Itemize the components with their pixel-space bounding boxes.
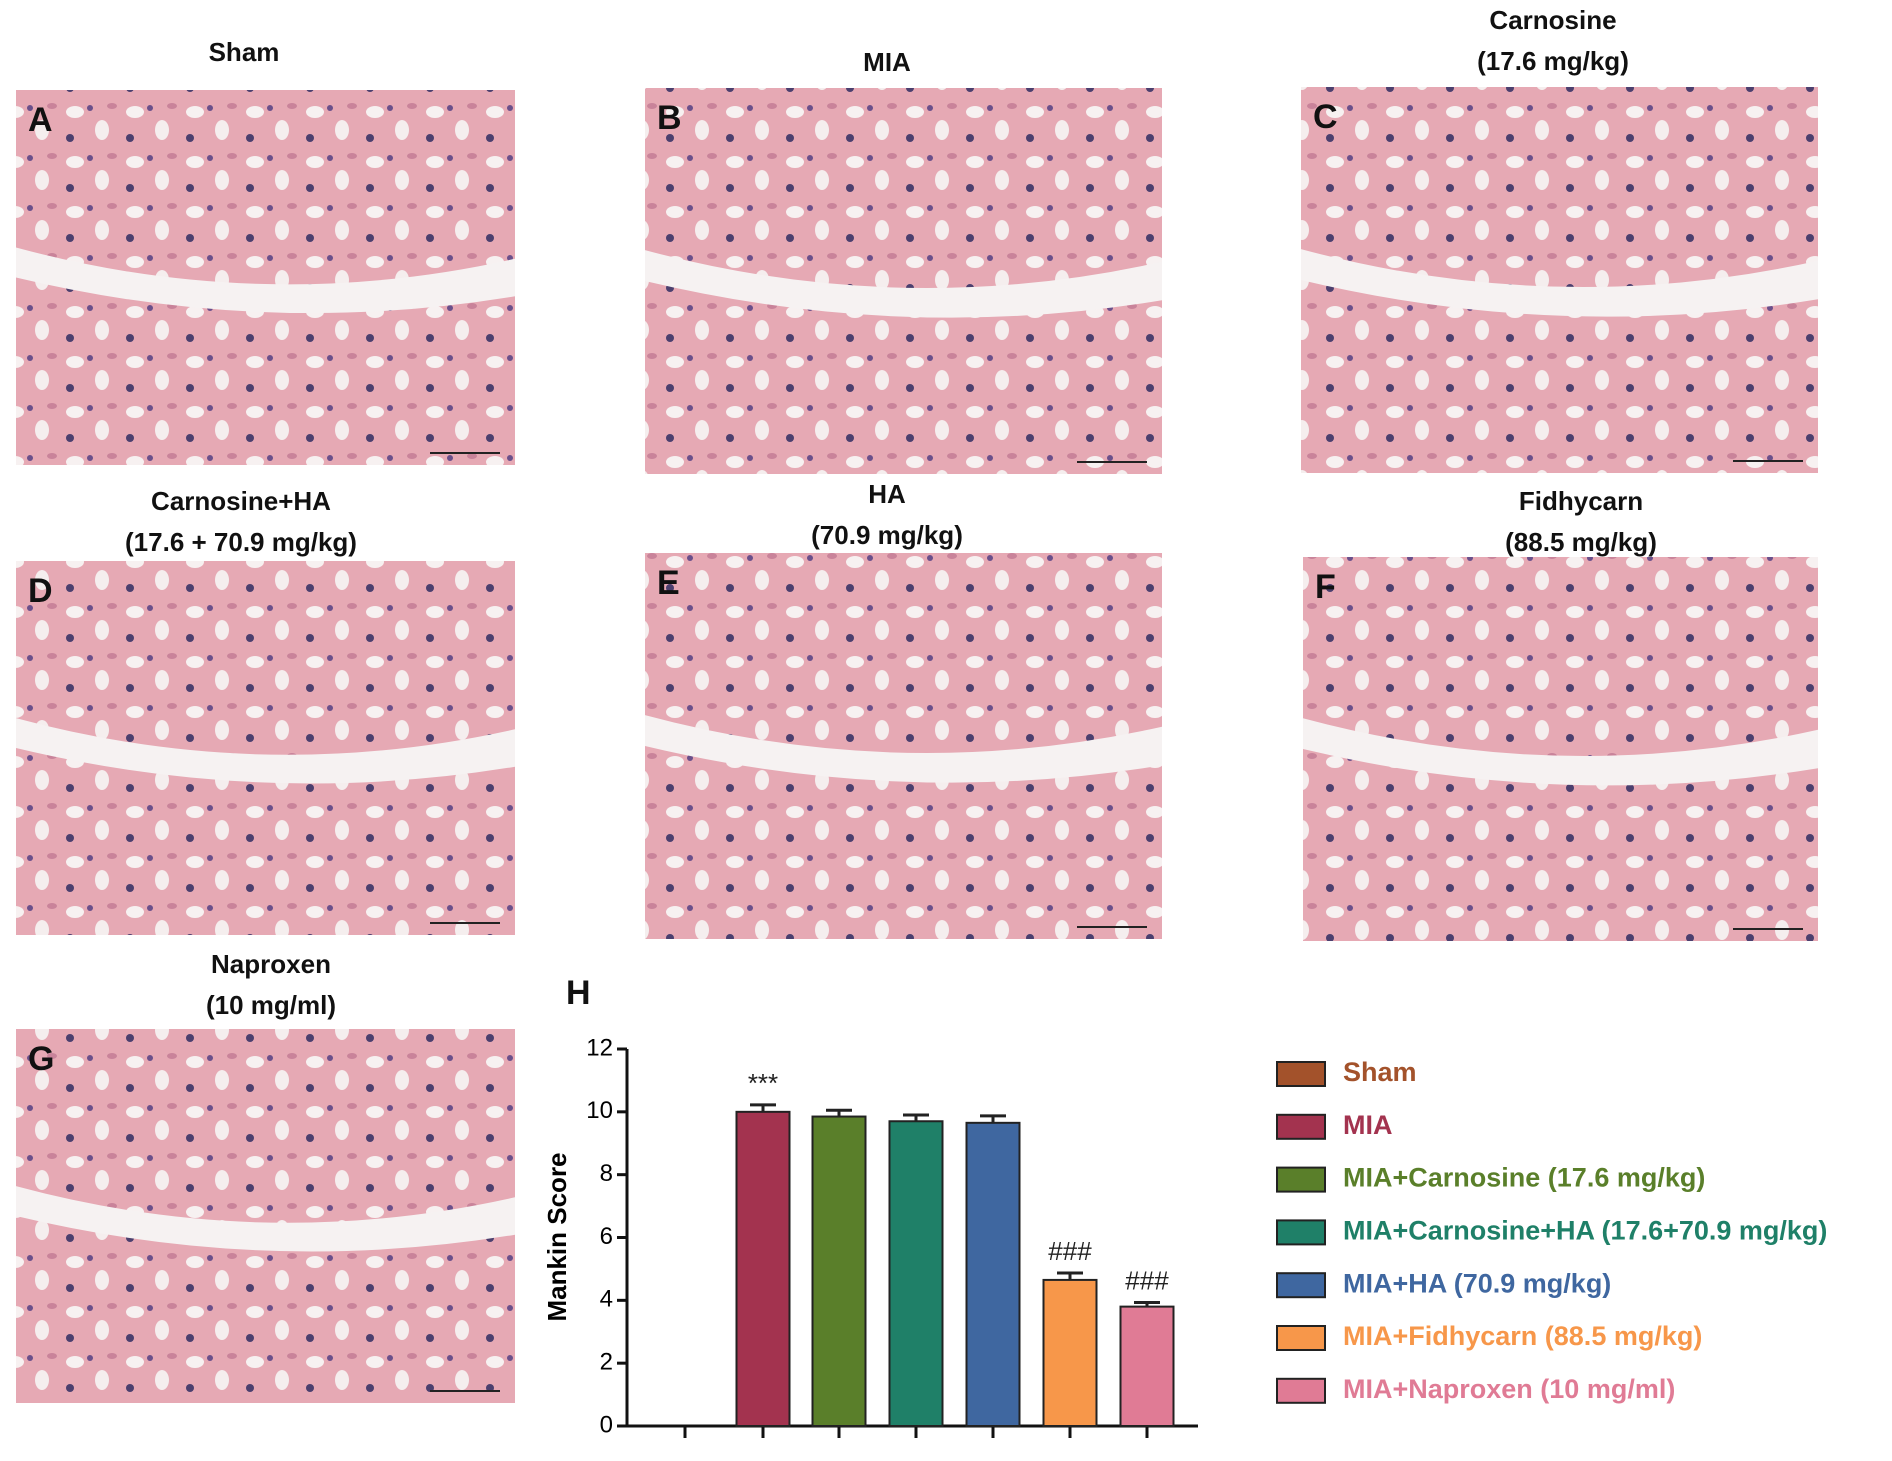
y-tick-label: 2 (600, 1349, 613, 1376)
significance-label: *** (748, 1068, 778, 1098)
bar (965, 1121, 1021, 1428)
panel-title: (17.6 mg/kg) (1477, 46, 1629, 76)
error-bar (980, 1114, 1006, 1123)
joint-space (16, 718, 515, 784)
bar (811, 1115, 867, 1427)
legend-label: MIA+Naproxen (10 mg/ml) (1343, 1374, 1675, 1404)
legend-label: MIA+Fidhycarn (88.5 mg/kg) (1343, 1321, 1702, 1351)
y-tick-label: 4 (600, 1286, 613, 1313)
panel-title: MIA (863, 47, 911, 77)
legend-swatch (1276, 1113, 1326, 1140)
bar (888, 1120, 944, 1427)
panel-title: Naproxen (211, 949, 331, 979)
panel-letter: F (1315, 568, 1336, 606)
significance-label: ### (1125, 1265, 1169, 1295)
bar (1119, 1305, 1175, 1428)
joint-space (645, 250, 1162, 318)
joint-space (645, 715, 1162, 783)
joint-space (1303, 718, 1818, 786)
legend-swatch (1276, 1219, 1326, 1246)
panel-letter: H (566, 974, 591, 1012)
bar (1042, 1278, 1098, 1427)
panel-title: (88.5 mg/kg) (1505, 527, 1657, 557)
error-bar (1057, 1271, 1083, 1280)
error-bar (826, 1108, 852, 1117)
joint-space (16, 1186, 515, 1252)
y-tick-label: 0 (600, 1411, 613, 1438)
legend-label: MIA+Carnosine+HA (17.6+70.9 mg/kg) (1343, 1216, 1827, 1246)
legend-label: MIA+HA (70.9 mg/kg) (1343, 1268, 1611, 1298)
legend-swatch (1276, 1325, 1326, 1351)
bar (735, 1110, 791, 1428)
panel-title: (10 mg/ml) (206, 990, 336, 1020)
panel-letter: D (28, 572, 53, 610)
legend-label: MIA+Carnosine (17.6 mg/kg) (1343, 1163, 1705, 1193)
legend-swatch (1276, 1272, 1326, 1299)
panel-letter: G (28, 1040, 54, 1078)
panel-title: Fidhycarn (1519, 486, 1643, 516)
legend-swatch (1276, 1166, 1326, 1193)
panel-title: (70.9 mg/kg) (811, 520, 963, 550)
panel-letter: C (1313, 98, 1338, 136)
error-bar (1134, 1301, 1160, 1307)
significance-label: ### (1048, 1236, 1092, 1266)
joint-space (1301, 249, 1818, 317)
bar-chart: H Mankin Score 0 2 4 6 8 10 12 *** ### ### Sham MIA MI… (542, 974, 1828, 1438)
y-tick-label: 8 (600, 1160, 613, 1187)
y-axis-label: Mankin Score (542, 1152, 572, 1321)
y-tick-label: 10 (586, 1097, 613, 1124)
panel-title: Sham (209, 37, 280, 67)
error-bar (750, 1103, 776, 1112)
panels: A Sham B MIA C Carnosine (17.6 mg/kg) D Carnosin… (16, 5, 1818, 1403)
error-bar (903, 1113, 929, 1122)
panel-title: HA (868, 479, 906, 509)
panel-letter: A (28, 101, 53, 139)
y-tick-label: 12 (586, 1034, 613, 1061)
legend-swatch (1276, 1061, 1326, 1087)
panel-title: Carnosine (1489, 5, 1616, 35)
legend-label: Sham (1343, 1057, 1417, 1087)
y-tick-label: 6 (600, 1223, 613, 1250)
joint-space (16, 247, 515, 314)
panel-letter: E (657, 564, 680, 602)
panel-title: Carnosine+HA (151, 486, 331, 516)
panel-title: (17.6 + 70.9 mg/kg) (125, 527, 357, 557)
legend-swatch (1276, 1377, 1326, 1404)
legend-label: MIA (1343, 1110, 1393, 1140)
panel-letter: B (657, 99, 682, 137)
